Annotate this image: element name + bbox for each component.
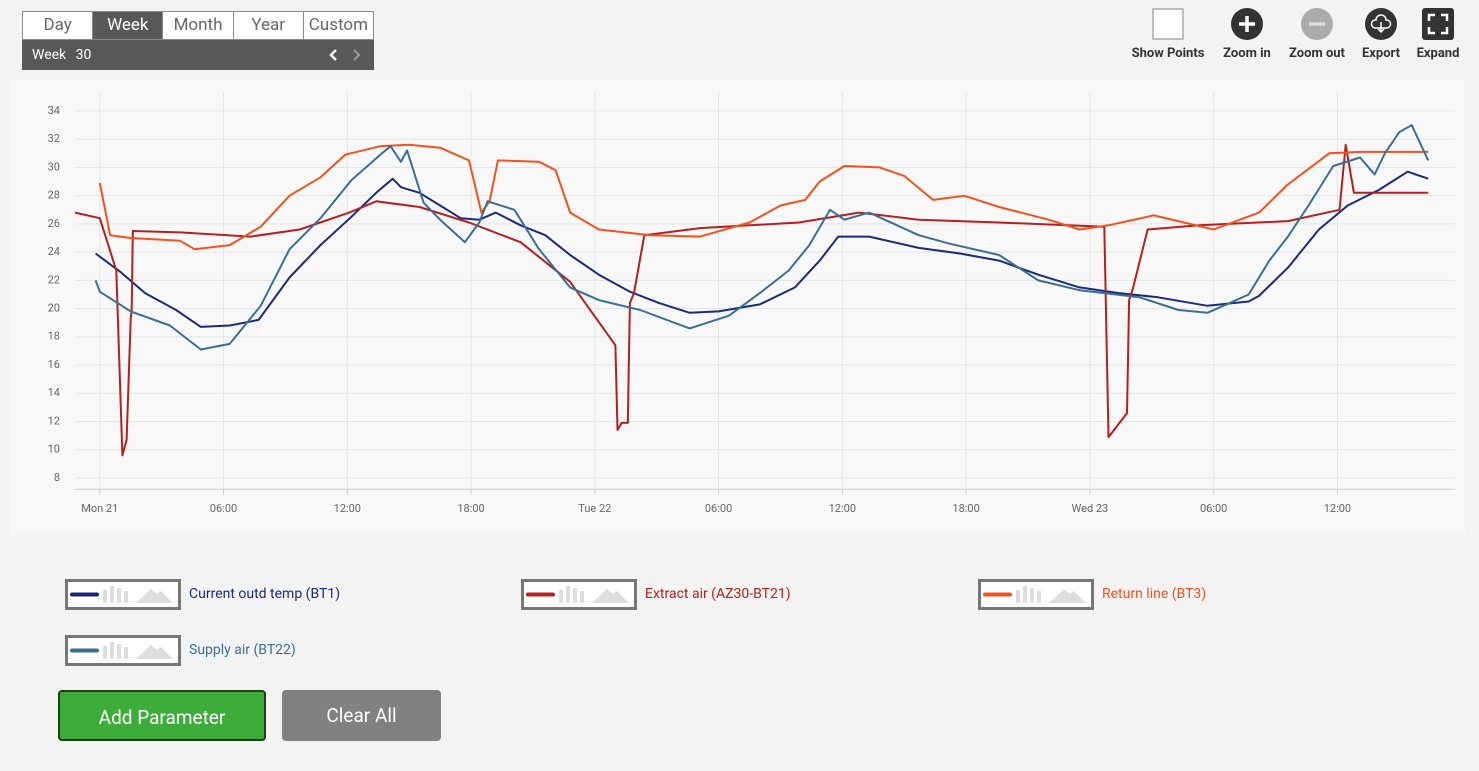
series-line [95, 170, 1429, 328]
x-tick-label: 18:00 [952, 502, 979, 515]
legend-deco [136, 588, 173, 603]
y-tick-label: 10 [48, 443, 60, 456]
period-tab[interactable]: Custom [308, 15, 369, 35]
y-tick-label: 32 [48, 132, 60, 145]
series-line [74, 143, 1429, 457]
x-tick-label: Wed 23 [1072, 502, 1109, 515]
legend-deco [103, 645, 107, 659]
legend-deco [559, 589, 563, 603]
legend-deco [117, 587, 121, 603]
legend-deco [1016, 589, 1020, 603]
chart: 8 10 12 14 16 18 20 22 24 26 28 30 32 34 Mon 21 06:00 12… [48, 92, 1455, 515]
period-number: 30 [75, 47, 92, 63]
legend-icon [521, 578, 637, 610]
export[interactable]: Export [1336, 8, 1426, 61]
period-tab[interactable]: Month [163, 12, 234, 39]
legend-deco [124, 646, 128, 659]
x-tick-label: 12:00 [334, 502, 361, 515]
x-tick-label: 12:00 [829, 502, 856, 515]
legend-label: Extract air (AZ30-BT21) [645, 586, 791, 602]
legend-deco [592, 588, 629, 603]
legend-icon [978, 578, 1094, 610]
y-tick-label: 30 [48, 160, 60, 173]
period-tab[interactable]: Day [23, 12, 94, 39]
x-tick-label: 06:00 [210, 502, 237, 515]
legend-deco [580, 590, 584, 603]
legend-deco [566, 585, 570, 603]
show-points[interactable]: Show Points [1123, 8, 1213, 61]
legend-label: Supply air (BT22) [189, 642, 296, 658]
legend-icon [65, 634, 181, 666]
period-tabs: Day Week Month Year Custom [22, 11, 374, 40]
legend-item[interactable]: Supply air (BT22) [65, 634, 505, 666]
legend-deco [110, 641, 114, 659]
x-tick-label: Tue 22 [578, 502, 611, 515]
y-tick-label: 26 [48, 217, 60, 230]
y-tick-label: 28 [48, 189, 60, 202]
series-line [94, 124, 1430, 351]
legend-item[interactable]: Current outd temp (BT1) [65, 578, 505, 610]
tool-label: Export [1361, 46, 1401, 61]
x-tick-label: 12:00 [1324, 502, 1351, 515]
y-tick-label: 16 [48, 358, 60, 371]
legend-deco [573, 587, 577, 603]
y-tick-label: 34 [48, 104, 60, 117]
legend-label: Current outd temp (BT1) [189, 586, 341, 602]
x-tick-label: 06:00 [1200, 502, 1227, 515]
legend-deco [110, 585, 114, 603]
legend-deco [1023, 585, 1027, 603]
x-tick-label: Mon 21 [81, 502, 118, 515]
period-label: Week [32, 47, 67, 63]
legend-item[interactable]: Extract air (AZ30-BT21) [521, 578, 961, 610]
series-line [98, 143, 1429, 251]
tool-label: Zoom out [1289, 46, 1345, 61]
y-tick-label: 8 [54, 471, 60, 484]
y-tick-label: 22 [48, 273, 60, 286]
period-arrows[interactable] [328, 48, 368, 62]
zoom-in[interactable]: Zoom in [1202, 8, 1292, 61]
legend-deco [1030, 587, 1034, 603]
zoom-out[interactable]: Zoom out [1272, 8, 1362, 61]
legend-deco [136, 644, 173, 659]
y-tick-label: 18 [48, 330, 60, 343]
legend-deco [124, 590, 128, 603]
legend-label: Return line (BT3) [1102, 586, 1207, 602]
grid [75, 92, 1455, 490]
legend-deco [103, 589, 107, 603]
x-tick-label: 06:00 [705, 502, 732, 515]
x-tick-label: 18:00 [457, 502, 484, 515]
expand[interactable]: Expand [1393, 8, 1479, 61]
tool-label: Zoom in [1223, 46, 1271, 61]
legend-deco [117, 643, 121, 659]
y-tick-label: 24 [48, 245, 60, 258]
add-parameter-button[interactable]: Add Parameter [58, 690, 266, 741]
y-tick-label: 20 [48, 302, 60, 315]
period-tab[interactable]: Year [234, 12, 304, 39]
period-bar: Week 30 [22, 40, 374, 70]
legend-deco [1049, 588, 1086, 603]
period-tab[interactable]: Week [93, 12, 164, 39]
legend-deco [1037, 590, 1041, 603]
legend-item[interactable]: Return line (BT3) [978, 578, 1418, 610]
legend-icon [65, 578, 181, 610]
tool-label: Show Points [1131, 46, 1205, 61]
clear-all-button[interactable]: Clear All [282, 690, 441, 741]
y-tick-label: 12 [48, 414, 60, 427]
y-tick-label: 14 [48, 386, 60, 399]
tool-label: Expand [1416, 46, 1460, 61]
